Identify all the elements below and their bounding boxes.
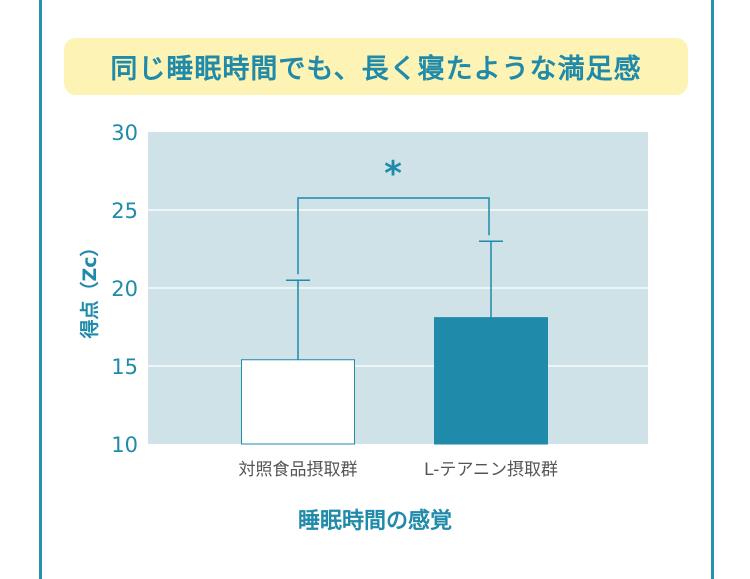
y-axis-title: 得点（Zc） xyxy=(78,237,101,339)
significance-bracket xyxy=(297,197,490,275)
y-tick-label: 15 xyxy=(111,355,138,379)
y-tick-label: 20 xyxy=(111,277,138,301)
bar-2 xyxy=(434,317,548,445)
y-tick-label: 30 xyxy=(111,121,138,145)
x-axis-title: 睡眠時間の感覚 xyxy=(297,509,452,534)
x-tick-label: 対照食品摂取群 xyxy=(239,460,358,480)
headline: 同じ睡眠時間でも、長く寝たような満足感 xyxy=(64,38,688,95)
x-tick-label: L-テアニン摂取群 xyxy=(424,460,558,480)
frame-left-border xyxy=(39,0,42,579)
y-tick-label: 10 xyxy=(111,433,138,457)
frame-right-border xyxy=(711,0,714,579)
bar-1 xyxy=(241,359,355,445)
significance-marker: * xyxy=(384,154,402,194)
y-tick-label: 25 xyxy=(111,199,138,223)
